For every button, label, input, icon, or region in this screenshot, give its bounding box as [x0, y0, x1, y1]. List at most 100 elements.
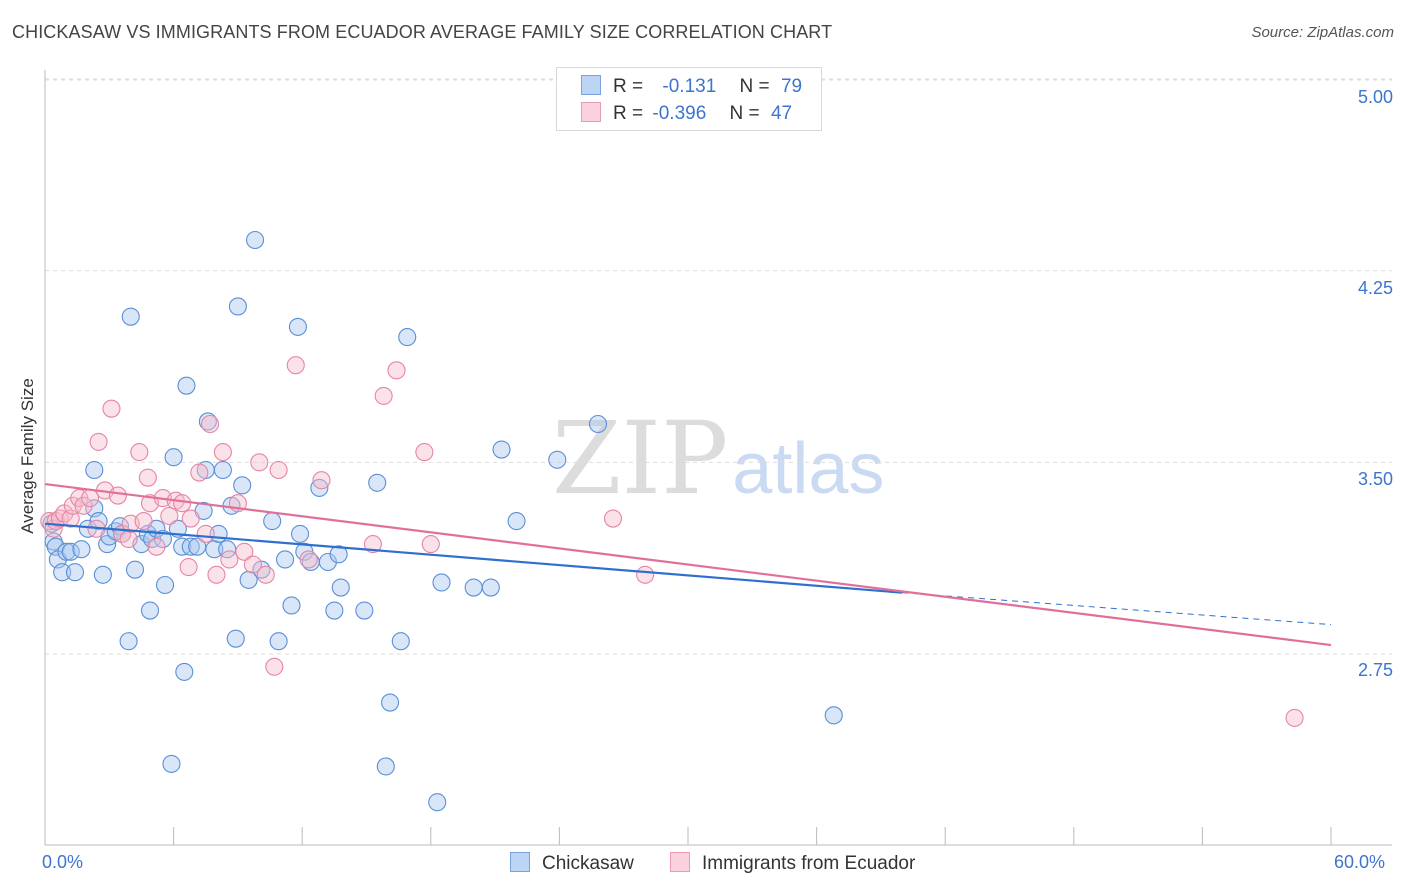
chickasaw-point — [507, 512, 526, 531]
chickasaw-point — [61, 542, 80, 561]
chickasaw-point — [588, 414, 608, 434]
chickasaw-point — [164, 448, 183, 467]
chickasaw-point — [368, 473, 387, 492]
ecuador-trend-line — [44, 482, 1332, 647]
chickasaw-point — [228, 297, 247, 316]
legend-label: Immigrants from Ecuador — [702, 853, 916, 874]
ecuador-point — [63, 496, 82, 515]
chickasaw-trend-line — [44, 522, 903, 594]
ecuador-point — [80, 489, 100, 508]
ecuador-point — [89, 432, 108, 451]
chickasaw-point — [213, 460, 232, 480]
ecuador-point — [220, 550, 239, 569]
legend-r-label: R = — [613, 76, 644, 97]
chickasaw-point — [824, 706, 843, 725]
chickasaw-point — [276, 550, 295, 569]
ecuador-point — [207, 565, 226, 584]
ecuador-point — [1285, 708, 1304, 727]
ecuador-point — [299, 550, 318, 569]
chart-title: CHICKASAW VS IMMIGRANTS FROM ECUADOR AVE… — [12, 22, 833, 42]
chickasaw-point — [391, 632, 410, 651]
chickasaw-point — [85, 460, 104, 480]
ecuador-point — [200, 414, 220, 434]
points-layer — [40, 230, 1304, 812]
ecuador-point — [286, 356, 305, 375]
chickasaw-point — [162, 754, 181, 773]
ecuador-point — [363, 535, 382, 554]
watermark: ZIPatlas — [552, 400, 884, 517]
chickasaw-point — [121, 307, 140, 326]
chickasaw-point — [355, 601, 374, 620]
ecuador-point — [74, 496, 93, 515]
y-axis-label: Average Family Size — [18, 378, 37, 534]
ecuador-point — [374, 386, 393, 405]
chickasaw-point — [464, 578, 483, 597]
y-tick-label: 4.25 — [1357, 278, 1393, 298]
chickasaw-point — [198, 412, 217, 431]
chickasaw-point — [53, 563, 72, 582]
legend-row-chickasaw: R = -0.131 N = 79 — [581, 75, 802, 99]
chickasaw-point — [119, 632, 138, 651]
stats-legend: R = -0.131 N = 79 R = -0.396 N = 47 — [556, 67, 822, 131]
x-tick-label-max: 60.0% — [1334, 852, 1386, 872]
chickasaw-point — [331, 578, 350, 597]
ecuador-point — [636, 565, 655, 584]
ecuador-point — [102, 399, 121, 418]
chickasaw-point — [140, 601, 160, 620]
y-tick-label: 5.00 — [1357, 87, 1393, 107]
ecuador-point — [415, 443, 434, 462]
chickasaw-point — [93, 565, 112, 584]
chickasaw-point — [325, 601, 344, 620]
bottom-legend-ecuador: Immigrants from Ecuador — [670, 852, 915, 875]
chickasaw-point — [155, 575, 175, 595]
chickasaw-point — [291, 524, 310, 543]
chickasaw-point — [125, 560, 145, 579]
chickasaw-point — [310, 478, 329, 497]
source-label: Source: ZipAtlas.com — [1251, 24, 1394, 41]
ecuador-point — [119, 529, 138, 549]
legend-row-ecuador: R = -0.396 N = 47 — [581, 102, 792, 126]
ecuador-point — [312, 471, 331, 490]
chickasaw-point — [269, 632, 288, 651]
chickasaw-trend-extension — [902, 592, 1332, 626]
y-tick-label: 2.75 — [1357, 660, 1393, 680]
watermark-zip: ZIP — [552, 400, 729, 517]
chickasaw-point — [57, 542, 76, 561]
ecuador-point — [181, 509, 200, 528]
ecuador-point — [134, 512, 153, 531]
chickasaw-point — [329, 545, 348, 564]
chickasaw-point — [381, 693, 400, 712]
ecuador-point — [243, 555, 262, 574]
legend-swatch-pink — [581, 102, 601, 122]
legend-n-label: N = — [739, 76, 770, 97]
chickasaw-point — [398, 328, 417, 347]
watermark-atlas: atlas — [732, 429, 885, 509]
x-tick-label-min: 0.0% — [42, 852, 84, 872]
chickasaw-point — [233, 476, 252, 495]
ecuador-point — [256, 565, 275, 584]
legend-n-label: N = — [729, 103, 760, 124]
legend-label: Chickasaw — [542, 853, 634, 874]
chickasaw-point — [72, 540, 91, 559]
ecuador-point — [130, 443, 149, 462]
ecuador-point — [250, 453, 269, 472]
ecuador-point — [235, 542, 254, 561]
chickasaw-point — [98, 535, 117, 554]
chickasaw-point — [175, 662, 194, 681]
legend-swatch-blue — [510, 852, 530, 872]
chickasaw-point — [282, 596, 301, 615]
chickasaw-point — [89, 512, 108, 531]
bottom-legend-chickasaw: Chickasaw — [510, 852, 634, 875]
ecuador-point — [190, 463, 209, 482]
ecuador-point — [138, 468, 157, 487]
chickasaw-point — [548, 450, 567, 469]
chickasaw-point — [492, 440, 511, 459]
legend-r-label: R = — [613, 103, 644, 124]
legend-swatch-blue — [581, 75, 601, 95]
y-tick-label: 3.50 — [1357, 469, 1393, 489]
chickasaw-point — [226, 629, 245, 648]
chickasaw-point — [263, 512, 282, 531]
ecuador-point — [147, 537, 166, 556]
chickasaw-point — [177, 376, 196, 395]
